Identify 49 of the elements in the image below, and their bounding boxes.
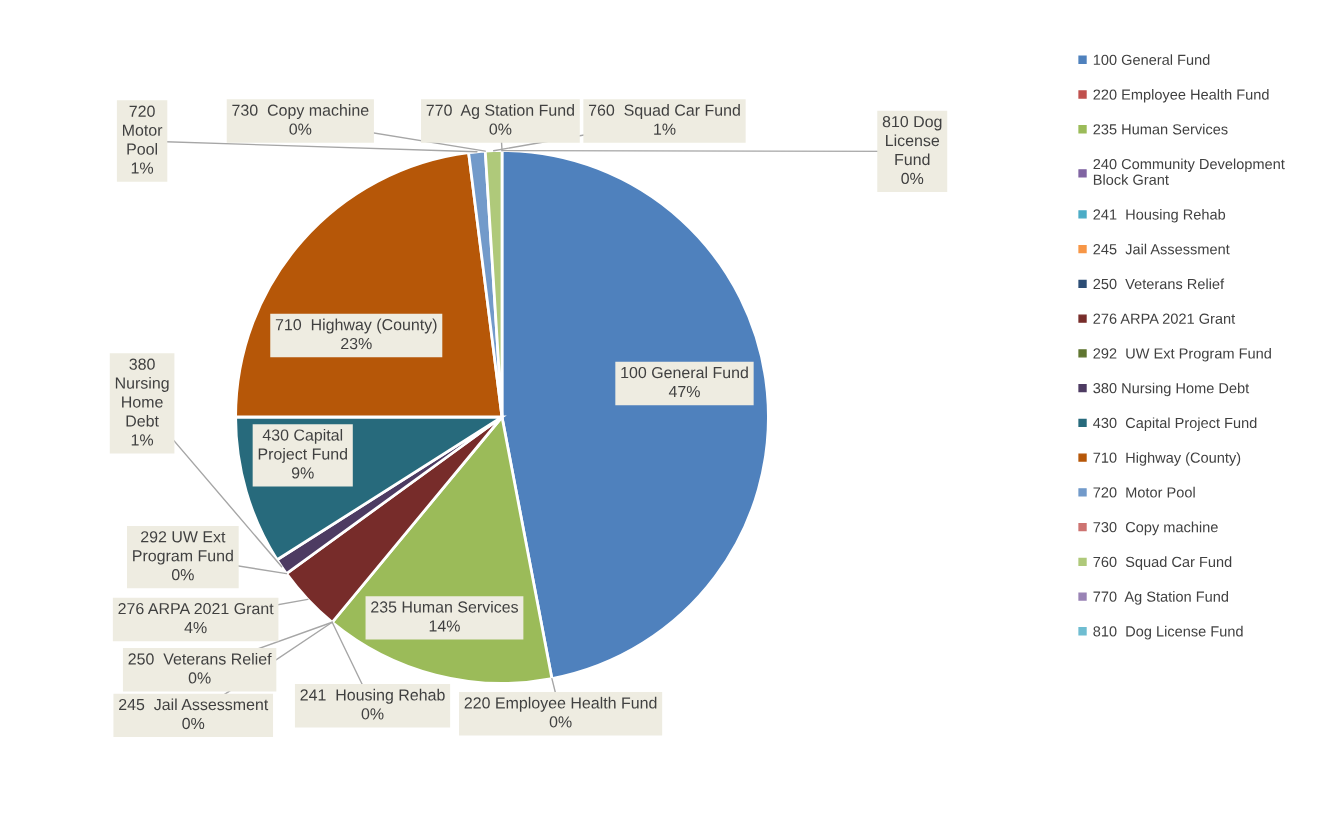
legend-label: 730 Copy machine <box>1093 521 1218 536</box>
text: 0% <box>188 672 211 684</box>
slice-label: 430 Capital Project Fund <box>258 428 347 463</box>
data-label: 1% <box>131 434 154 446</box>
data-label: 14% <box>429 620 460 632</box>
category-label: 245 Jail Assessment <box>119 698 269 711</box>
category-label: 730 Copy machine <box>232 104 369 119</box>
legend-label: 276 ARPA 2021 Grant <box>1093 313 1236 324</box>
legend-label: 810 Dog License Fund <box>1093 625 1243 640</box>
text: 0% <box>489 123 512 135</box>
legend-label: 292 UW Ext Program Fund <box>1093 347 1271 362</box>
legend-label: 760 Squad Car Fund <box>1093 556 1232 570</box>
text: 0% <box>171 569 194 581</box>
slice-label: 276 ARPA 2021 Grant <box>118 602 274 615</box>
legend-label: 710 Highway (County) <box>1093 452 1241 466</box>
legend-label: 245 Jail Assessment <box>1093 243 1230 255</box>
slice-label: 100 General Fund <box>621 366 748 379</box>
category-label: 810 Dog License Fund <box>882 115 942 166</box>
category-label: 292 UW Ext Program Fund <box>133 531 233 565</box>
data-label: 1% <box>654 123 676 135</box>
legend-label: 380 Nursing Home Debt <box>1093 382 1250 397</box>
legend-label: 100 General Fund <box>1093 54 1210 65</box>
data-label: 1% <box>131 162 154 174</box>
slice-label: 710 Highway (County) <box>275 318 437 334</box>
text: 0% <box>361 708 384 720</box>
slice-label: 380 Nursing Home Debt <box>115 358 169 427</box>
slice-label: 720 Motor Pool <box>122 105 163 155</box>
data-label: 9% <box>291 467 314 479</box>
text: 0% <box>549 716 572 728</box>
legend-label: 250 Veterans Relief <box>1093 278 1225 290</box>
category-label: 220 Employee Health Fund <box>464 696 657 712</box>
text: 0% <box>289 123 312 135</box>
slice-label: 760 Squad Car Fund <box>588 104 740 119</box>
legend-label: 240 Community Development Block Grant <box>1093 158 1285 185</box>
legend-label: 241 Housing Rehab <box>1093 208 1226 223</box>
text: 0% <box>182 717 205 730</box>
slice-label: 235 Human Services <box>371 600 519 613</box>
legend-label: 770 Ag Station Fund <box>1093 591 1229 605</box>
legend-label: 430 Capital Project Fund <box>1093 417 1257 431</box>
category-label: 770 Ag Station Fund <box>426 104 574 119</box>
category-label: 250 Veterans Relief <box>128 652 272 665</box>
text: 0% <box>901 172 924 185</box>
legend-label: 220 Employee Health Fund <box>1093 89 1269 103</box>
data-label: 47% <box>668 385 700 398</box>
category-label: 241 Housing Rehab <box>300 688 445 704</box>
data-label: 23% <box>341 337 372 350</box>
legend-label: 235 Human Services <box>1093 123 1228 135</box>
legend-label: 720 Motor Pool <box>1093 486 1195 498</box>
data-label: 4% <box>184 621 207 634</box>
